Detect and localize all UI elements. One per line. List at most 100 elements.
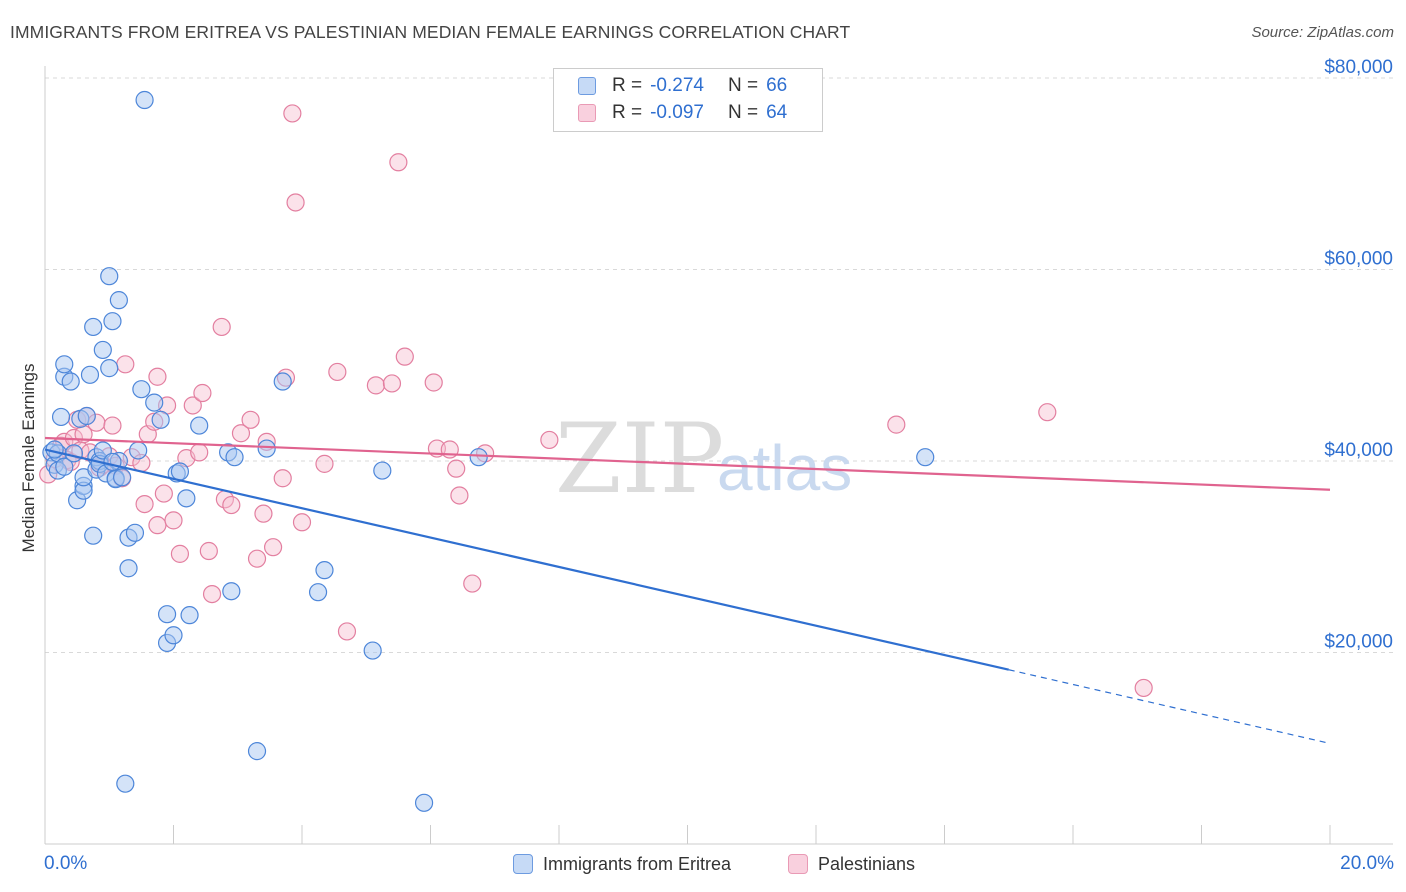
data-point-palestinians <box>273 469 292 488</box>
legend-swatch-pink <box>578 104 596 122</box>
data-point-eritrea <box>151 410 170 429</box>
legend-item-palestinians: Palestinians <box>788 851 915 877</box>
data-point-eritrea <box>257 439 276 458</box>
data-point-eritrea <box>132 380 151 399</box>
legend-swatch-blue <box>578 77 596 95</box>
data-point-eritrea <box>177 489 196 508</box>
data-point-palestinians <box>463 574 482 593</box>
data-point-eritrea <box>103 452 122 472</box>
data-point-palestinians <box>222 495 241 515</box>
data-point-eritrea <box>916 448 935 467</box>
x-tick-label: 0.0% <box>44 853 87 874</box>
data-point-palestinians <box>148 516 167 535</box>
data-point-eritrea <box>247 742 267 761</box>
data-point-eritrea <box>119 559 138 578</box>
data-point-palestinians <box>103 416 122 435</box>
data-point-palestinians <box>540 430 559 450</box>
data-point-palestinians <box>154 484 173 503</box>
data-point-eritrea <box>77 406 96 426</box>
data-point-palestinians <box>183 396 202 415</box>
data-point-eritrea <box>103 312 122 331</box>
trendline-palestinians <box>44 436 1331 491</box>
data-point-eritrea <box>100 267 119 286</box>
data-point-palestinians <box>389 153 408 172</box>
data-point-palestinians <box>286 193 305 212</box>
y-axis-label: Median Female Earnings <box>19 364 38 553</box>
legend-label-palestinians: Palestinians <box>818 853 916 874</box>
data-point-eritrea <box>190 416 209 435</box>
chart-title: IMMIGRANTS FROM ERITREA VS PALESTINIAN M… <box>10 22 851 42</box>
legend-row-eritrea: R = -0.274 N = 66 <box>578 73 787 99</box>
legend-r-value: -0.097 <box>650 102 704 123</box>
data-point-palestinians <box>395 347 414 366</box>
legend-label-eritrea: Immigrants from Eritrea <box>543 853 732 874</box>
data-point-palestinians <box>1038 403 1057 422</box>
data-point-eritrea <box>164 626 183 645</box>
data-point-eritrea <box>116 774 135 793</box>
data-point-palestinians <box>116 355 135 374</box>
data-point-palestinians <box>190 443 209 462</box>
legend-r-label: R = <box>612 102 643 123</box>
data-point-eritrea <box>64 444 84 463</box>
data-point-eritrea <box>170 462 190 481</box>
data-point-palestinians <box>887 415 906 434</box>
data-point-palestinians <box>170 544 190 563</box>
trendline-eritrea-extension <box>1008 669 1331 745</box>
data-point-palestinians <box>263 538 283 557</box>
data-point-eritrea <box>145 393 164 412</box>
data-point-palestinians <box>148 367 167 386</box>
legend-n-label: N = <box>727 75 759 96</box>
data-point-eritrea <box>55 355 74 374</box>
data-point-palestinians <box>247 549 267 568</box>
legend-swatch-pink <box>788 854 808 874</box>
data-point-palestinians <box>241 410 260 429</box>
data-point-palestinians <box>193 383 212 403</box>
data-point-palestinians <box>292 513 312 532</box>
data-point-eritrea <box>373 461 392 480</box>
data-point-eritrea <box>80 365 100 384</box>
data-point-palestinians <box>164 511 183 530</box>
data-point-palestinians <box>254 504 273 523</box>
data-point-eritrea <box>109 291 128 310</box>
data-point-palestinians <box>337 622 357 641</box>
data-point-palestinians <box>135 494 154 514</box>
data-point-eritrea <box>222 582 241 601</box>
data-point-palestinians <box>199 541 218 561</box>
data-point-eritrea <box>363 641 382 660</box>
data-point-palestinians <box>447 459 466 478</box>
data-point-eritrea <box>93 340 112 360</box>
data-point-palestinians <box>424 373 443 392</box>
data-point-eritrea <box>112 468 132 487</box>
legend-n-value: 64 <box>766 102 788 123</box>
data-point-eritrea <box>273 372 292 391</box>
legend-swatch-blue <box>513 854 533 874</box>
data-point-eritrea <box>84 526 103 545</box>
data-point-palestinians <box>382 374 402 393</box>
legend-row-palestinians: R = -0.097 N = 64 <box>578 100 787 126</box>
data-point-palestinians <box>231 424 251 443</box>
data-point-eritrea <box>125 523 145 542</box>
legend-item-eritrea: Immigrants from Eritrea <box>513 851 731 877</box>
data-point-palestinians <box>366 376 385 395</box>
legend-r-label: R = <box>612 75 643 96</box>
trendline-eritrea <box>44 448 1009 671</box>
data-point-eritrea <box>308 583 328 602</box>
data-point-eritrea <box>469 448 488 467</box>
y-tick-label: $20,000 <box>1324 632 1393 653</box>
data-point-palestinians <box>1134 678 1153 698</box>
x-tick-label: 20.0% <box>1340 853 1394 874</box>
data-point-eritrea <box>84 317 103 337</box>
data-point-palestinians <box>202 584 222 604</box>
data-point-eritrea <box>135 90 154 110</box>
data-point-eritrea <box>61 372 80 391</box>
source-label: Source: ZipAtlas.com <box>1251 24 1394 41</box>
data-point-eritrea <box>315 561 334 580</box>
y-tick-label: $40,000 <box>1324 440 1393 461</box>
data-point-eritrea <box>51 407 71 427</box>
y-tick-label: $60,000 <box>1324 249 1393 270</box>
data-point-eritrea <box>180 606 199 625</box>
legend-n-label: N = <box>727 102 759 123</box>
data-point-eritrea <box>414 793 434 812</box>
data-point-palestinians <box>212 317 231 337</box>
